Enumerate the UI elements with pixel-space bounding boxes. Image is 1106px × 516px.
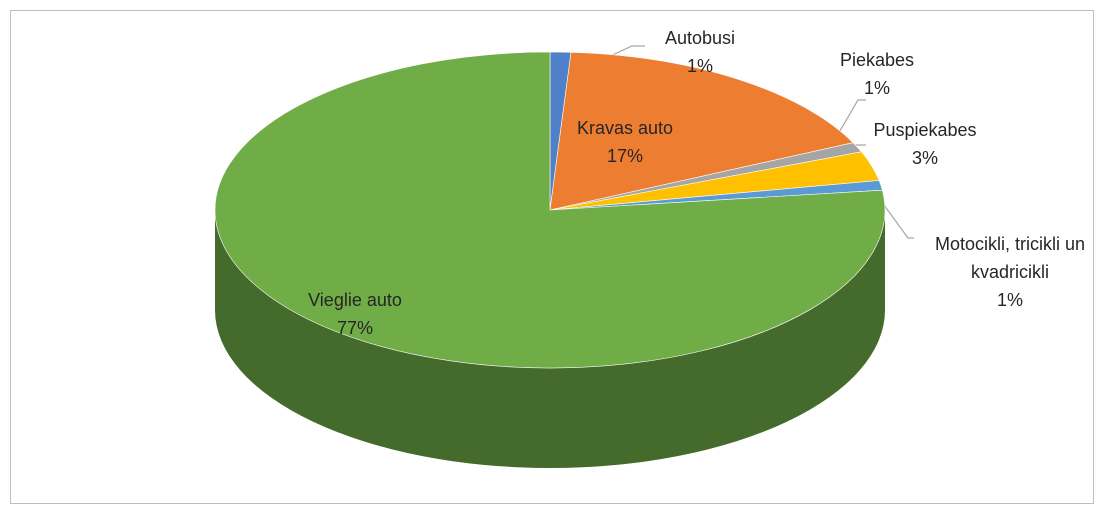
- chart-border: [10, 10, 1094, 504]
- slice-name: Puspiekabes: [873, 120, 977, 140]
- slice-percent: 1%: [686, 56, 713, 76]
- pie-tops: [214, 51, 886, 369]
- slice-name: Vieglie auto: [308, 290, 402, 310]
- slice-percent: 17%: [606, 146, 644, 166]
- slice-percent: 1%: [996, 290, 1023, 310]
- slice-percent: 3%: [911, 148, 939, 168]
- pie-slice: [549, 52, 854, 211]
- data-label: Vieglie auto 77%: [308, 286, 402, 342]
- data-label: Puspiekabes 3%: [873, 116, 976, 172]
- data-label: Piekabes 1%: [840, 46, 914, 102]
- data-label: Motocikli, tricikli un kvadricikli 1%: [920, 230, 1100, 314]
- pie-slice: [214, 51, 886, 369]
- pie-sides: [215, 210, 885, 468]
- slice-name: Kravas auto: [576, 118, 674, 138]
- slice-name: Piekabes: [839, 50, 915, 70]
- slice-name: Autobusi: [664, 28, 736, 48]
- slice-percent: 77%: [336, 318, 374, 338]
- pie-side: [215, 210, 885, 468]
- slice-percent: 1%: [863, 78, 890, 98]
- data-label: Autobusi 1%: [665, 24, 735, 80]
- data-label: Kravas auto 17%: [577, 114, 673, 170]
- slice-name: Motocikli, tricikli un kvadricikli: [934, 234, 1086, 282]
